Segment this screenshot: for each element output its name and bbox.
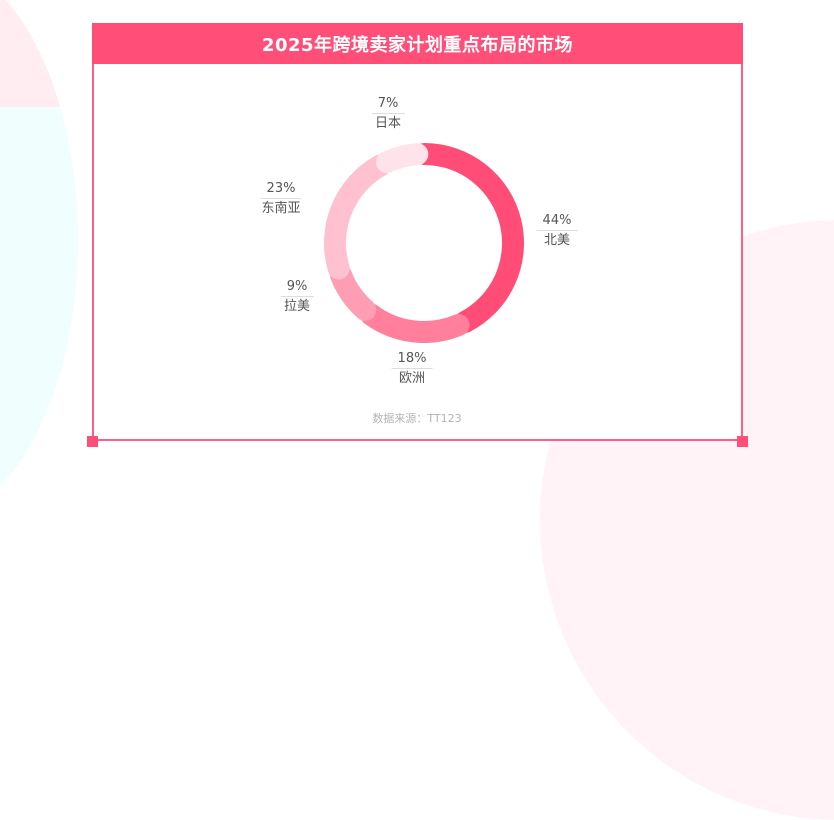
label-europe: 18% 欧洲 [391,351,433,387]
donut-chart [324,143,524,343]
label-japan: 7% 日本 [371,96,405,132]
segment-latam [330,264,377,321]
corner-marker-right [737,436,748,447]
corner-marker-left [87,436,98,447]
chart-header: 2025年跨境卖家计划重点布局的市场 [92,23,743,64]
segment-europe [359,303,470,343]
label-latam: 9% 拉美 [280,279,314,315]
segment-north-america [413,143,524,333]
label-north-america: 44% 北美 [536,213,578,249]
segment-japan [375,143,429,174]
data-source: 数据来源：TT123 [372,412,462,425]
chart-card [92,23,743,441]
background-shape-left [0,0,78,520]
label-southeast-asia: 23% 东南亚 [260,181,302,216]
segment-southeast-asia [324,154,392,280]
chart-title: 2025年跨境卖家计划重点布局的市场 [261,34,574,56]
